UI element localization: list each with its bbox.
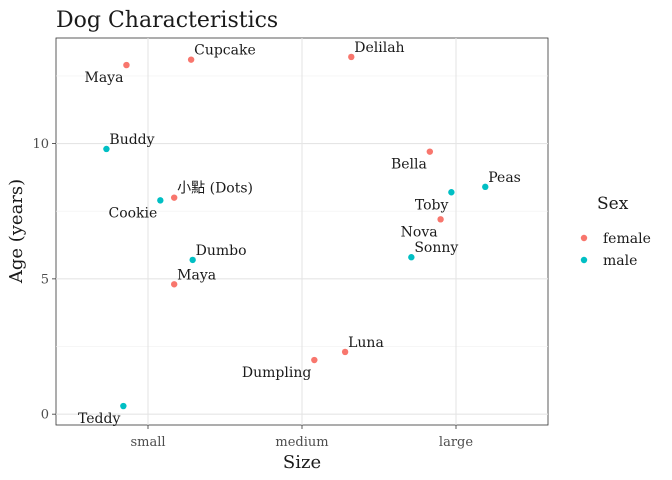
data-point xyxy=(311,356,318,364)
point-label: Delilah xyxy=(354,40,404,56)
data-point xyxy=(170,194,178,201)
point-label: 小點 (Dots) xyxy=(177,181,253,197)
legend-label: male xyxy=(603,253,637,269)
y-tick-label: 5 xyxy=(41,272,49,287)
y-axis-title: Age (years) xyxy=(6,179,27,284)
x-tick-label: small xyxy=(130,435,165,450)
data-point xyxy=(170,281,178,288)
data-point xyxy=(187,56,195,63)
data-point xyxy=(448,189,455,196)
y-tick-label: 0 xyxy=(41,408,49,423)
data-point xyxy=(123,61,130,69)
point-label: Maya xyxy=(85,70,124,86)
data-points xyxy=(103,53,489,410)
data-point xyxy=(348,53,355,61)
point-label: Buddy xyxy=(109,132,154,148)
legend-key xyxy=(580,234,588,242)
point-label: Teddy xyxy=(78,411,120,427)
legend-title: Sex xyxy=(597,194,629,214)
legend-key xyxy=(580,256,588,264)
point-label: Peas xyxy=(488,170,521,186)
y-tick-label: 10 xyxy=(32,137,49,152)
point-label: Dumbo xyxy=(196,243,247,259)
point-label: Cupcake xyxy=(194,43,256,59)
x-axis-ticks: small medium large xyxy=(130,425,473,450)
data-point xyxy=(189,256,196,264)
point-label: Toby xyxy=(415,197,449,213)
point-label: Luna xyxy=(348,335,384,351)
x-axis-title: Size xyxy=(283,452,321,473)
point-label: Nova xyxy=(401,224,438,240)
point-label: Sonny xyxy=(414,240,458,256)
data-point xyxy=(341,348,349,356)
data-point xyxy=(482,183,489,191)
point-label: Dumpling xyxy=(242,365,311,381)
legend: Sex female male xyxy=(580,194,651,269)
chart-title: Dog Characteristics xyxy=(56,8,278,33)
data-point xyxy=(408,254,415,261)
data-point xyxy=(426,148,434,155)
data-point xyxy=(437,216,444,223)
x-tick-label: medium xyxy=(275,435,328,450)
point-labels: Maya Cupcake Delilah Buddy 小點 (Dots) Cookie Du… xyxy=(78,40,521,427)
y-axis-ticks: 0 5 10 xyxy=(32,137,56,423)
point-label: Cookie xyxy=(108,205,157,221)
data-point xyxy=(103,145,110,153)
x-tick-label: large xyxy=(439,435,473,450)
gridlines xyxy=(56,38,548,425)
data-point xyxy=(157,197,164,204)
legend-label: female xyxy=(603,231,651,247)
point-label: Bella xyxy=(391,157,427,173)
point-label: Maya xyxy=(177,267,216,283)
data-point xyxy=(120,402,127,410)
